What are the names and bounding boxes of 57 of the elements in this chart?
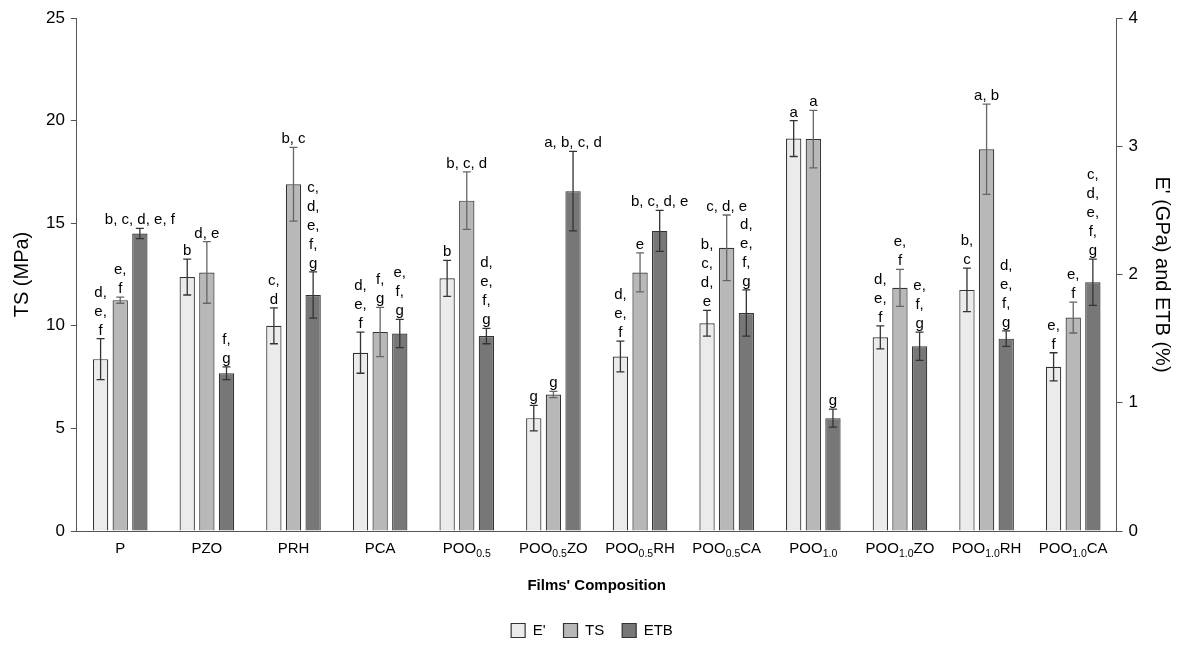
data-label: a, b, c, d [544,133,602,151]
y-tick-label: 10 [45,315,65,335]
data-label: a [789,102,799,120]
data-label: e, f, g [393,263,407,319]
data-label: e, f [113,260,127,297]
data-label: b [442,242,452,260]
data-label: f, g [222,329,231,366]
data-label: e, f [893,232,907,269]
data-label: a [809,92,819,110]
data-label: c, d [268,270,280,307]
legend-label: ETB [643,620,673,638]
x-axis-title: Films' Composition [527,576,667,594]
y-tick-label: 0 [55,520,65,540]
data-label: d, e, f [354,276,367,332]
legend-label: E' [532,620,546,638]
y-tick-label: 5 [55,418,65,438]
data-label: d, e, f [94,282,107,338]
data-label: b [183,241,192,259]
y-tick-label: 15 [45,212,65,232]
data-label: d, e, f [874,269,887,325]
data-label: b, c, d [446,153,488,171]
y2-axis-title: E' (GPa) and ETB (%) [1152,176,1175,373]
data-label: g [529,387,538,405]
data-label: d, e, f [614,285,627,341]
x-tick-label: PRH [277,539,310,556]
data-label: d, e [194,223,220,241]
data-label: e, f [1066,265,1080,302]
y2-tick-label: 3 [1128,135,1139,155]
y2-tick-label: 0 [1128,520,1139,540]
data-label: a, b [974,86,1000,104]
data-label: e [635,234,645,252]
data-label: b, c, d, e [630,192,689,210]
x-tick-label: PCA [364,539,396,556]
data-label: g [549,373,558,391]
y-axis-title: TS (MPa) [9,231,32,318]
data-label: c, d, e, f, g [1086,165,1100,259]
data-label: d, e, f, g [740,214,753,289]
y-tick-label: 20 [45,110,65,130]
data-label: e, f, g [913,276,926,332]
y2-tick-label: 1 [1128,392,1139,412]
x-tick-label: PZO [191,539,223,556]
legend-label: TS [585,620,605,638]
data-label: c, d, e [706,196,748,214]
data-label: e, f [1047,315,1060,352]
data-label: d, e, f, g [999,255,1013,330]
data-label: g [828,391,838,409]
data-label: b, c [281,129,307,147]
data-label: b, c, d, e [700,235,714,310]
data-label: b, c, d, e, f [104,210,176,228]
data-label: c, d, e, f, g [306,177,320,271]
data-label: f, g [375,270,385,307]
y2-tick-label: 4 [1128,7,1139,27]
data-label: b, c [960,231,974,268]
y-tick-label: 25 [45,7,65,27]
y2-tick-label: 2 [1128,264,1139,284]
data-label: d, e, f, g [480,253,493,328]
x-tick-label: P [115,539,126,556]
